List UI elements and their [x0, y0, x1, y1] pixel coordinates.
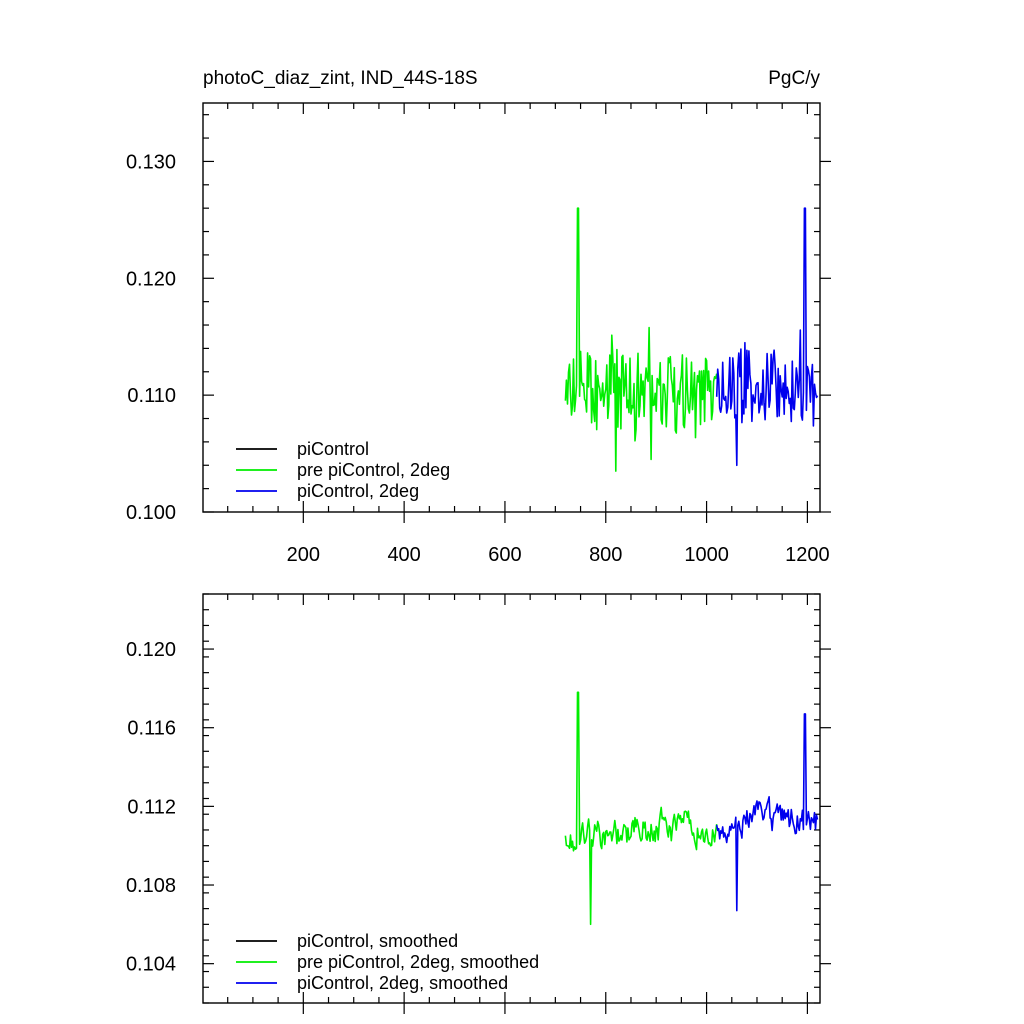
top-x-tick-labels: 200 400 600 800 1000 1200	[287, 544, 830, 566]
bottom-y-tick-label: 0.112	[127, 796, 176, 818]
bottom-legend: piControl, smoothed pre piControl, 2deg,…	[236, 931, 539, 993]
bottom-minor-ticks	[203, 593, 820, 1004]
top-y-tick-label: 0.120	[126, 268, 176, 290]
top-legend-label-2: piControl, 2deg	[297, 481, 419, 501]
top-x-tick-label: 1000	[684, 544, 729, 566]
top-legend-label-1: pre piControl, 2deg	[297, 460, 450, 480]
bottom-series-pre-pi-control-2deg-smoothed	[715, 713, 819, 912]
top-x-tick-label: 600	[488, 544, 521, 566]
top-series-pi-control	[564, 207, 718, 472]
top-y-tick-label: 0.100	[126, 502, 176, 524]
top-series-pre-pi-control-2deg	[715, 207, 819, 467]
top-y-tick-labels: 0.100 0.110 0.120 0.130	[126, 151, 176, 524]
top-x-tick-label: 1200	[785, 544, 830, 566]
top-x-tick-label: 400	[387, 544, 420, 566]
bottom-y-tick-labels: 0.104 0.108 0.112 0.116 0.120	[126, 639, 176, 976]
bottom-legend-label-0: piControl, smoothed	[297, 931, 458, 951]
top-x-tick-label: 800	[589, 544, 622, 566]
top-plot-frame	[202, 102, 821, 513]
top-ticks: 200 400 600 800 1000 1200 0.100 0.110 0.…	[126, 103, 831, 566]
top-title: photoC_diaz_zint, IND_44S-18S	[203, 68, 478, 89]
bottom-series-lines	[564, 691, 819, 926]
bottom-y-tick-label: 0.108	[126, 875, 176, 897]
bottom-ticks: 0.104 0.108 0.112 0.116 0.120	[126, 593, 831, 1014]
top-legend-label-0: piControl	[297, 439, 369, 459]
bottom-y-tick-label: 0.120	[126, 639, 176, 661]
top-units: PgC/y	[768, 68, 820, 89]
top-x-tick-label: 200	[287, 544, 320, 566]
top-y-tick-label: 0.130	[126, 151, 176, 173]
top-panel: photoC_diaz_zint, IND_44S-18S PgC/y 200 …	[126, 68, 831, 566]
bottom-panel: 0.104 0.108 0.112 0.116 0.120 piControl,…	[126, 593, 831, 1014]
bottom-y-tick-label: 0.116	[127, 718, 176, 740]
bottom-y-tick-label: 0.104	[126, 954, 176, 976]
top-legend: piControl pre piControl, 2deg piControl,…	[236, 439, 450, 501]
top-minor-ticks	[203, 103, 820, 512]
top-series-lines	[564, 207, 819, 472]
bottom-legend-label-2: piControl, 2deg, smoothed	[297, 973, 508, 993]
bottom-legend-label-1: pre piControl, 2deg, smoothed	[297, 952, 539, 972]
bottom-y-major-ticks	[203, 648, 831, 965]
bottom-x-major-ticks	[302, 594, 808, 1014]
top-y-tick-label: 0.110	[127, 385, 176, 407]
bottom-series-pi-control-smoothed	[564, 691, 718, 926]
bottom-plot-frame	[202, 593, 821, 1004]
